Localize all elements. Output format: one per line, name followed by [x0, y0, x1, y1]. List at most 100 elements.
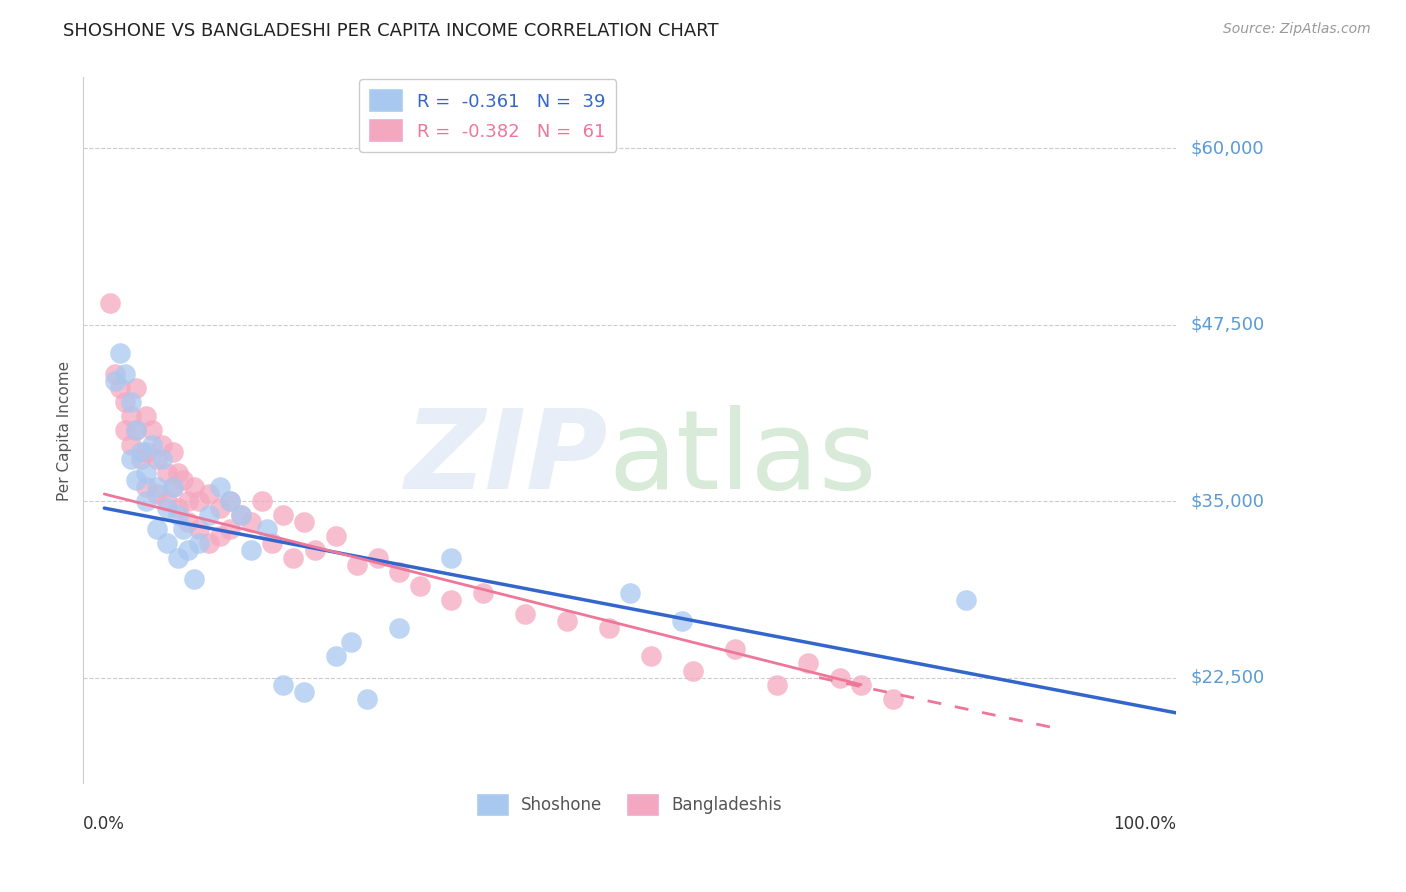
Point — [882, 691, 904, 706]
Point — [146, 480, 169, 494]
Point — [325, 649, 347, 664]
Point — [346, 558, 368, 572]
Point — [271, 678, 294, 692]
Point — [187, 536, 209, 550]
Point — [619, 586, 641, 600]
Point — [797, 657, 820, 671]
Point — [125, 381, 148, 395]
Text: $60,000: $60,000 — [1191, 139, 1264, 157]
Point — [135, 480, 157, 494]
Point — [141, 437, 163, 451]
Point — [183, 572, 205, 586]
Point — [198, 487, 221, 501]
Point — [208, 529, 231, 543]
Text: 0.0%: 0.0% — [83, 815, 125, 833]
Point — [283, 550, 305, 565]
Point — [98, 296, 121, 310]
Point — [229, 508, 252, 523]
Point — [125, 473, 148, 487]
Point — [198, 508, 221, 523]
Point — [250, 494, 273, 508]
Point — [849, 678, 872, 692]
Point — [120, 395, 142, 409]
Point — [513, 607, 536, 621]
Point — [671, 614, 693, 628]
Point — [146, 487, 169, 501]
Point — [156, 494, 179, 508]
Point — [271, 508, 294, 523]
Point — [162, 480, 184, 494]
Point — [167, 501, 190, 516]
Point — [387, 565, 409, 579]
Point — [146, 522, 169, 536]
Point — [440, 550, 463, 565]
Point — [219, 494, 242, 508]
Point — [125, 424, 148, 438]
Point — [208, 480, 231, 494]
Point — [135, 409, 157, 424]
Point — [120, 409, 142, 424]
Point — [187, 522, 209, 536]
Point — [125, 424, 148, 438]
Point — [156, 501, 179, 516]
Point — [471, 586, 494, 600]
Point — [724, 642, 747, 657]
Point — [108, 346, 131, 360]
Point — [156, 536, 179, 550]
Text: $35,000: $35,000 — [1191, 492, 1264, 510]
Point — [167, 550, 190, 565]
Point — [766, 678, 789, 692]
Point — [156, 466, 179, 480]
Point — [555, 614, 578, 628]
Point — [367, 550, 389, 565]
Point — [135, 444, 157, 458]
Point — [141, 424, 163, 438]
Point — [187, 494, 209, 508]
Point — [162, 444, 184, 458]
Point — [167, 466, 190, 480]
Point — [387, 621, 409, 635]
Point — [150, 437, 173, 451]
Point — [240, 515, 263, 529]
Point — [304, 543, 326, 558]
Point — [955, 593, 977, 607]
Legend: Shoshone, Bangladeshis: Shoshone, Bangladeshis — [468, 785, 792, 824]
Point — [114, 367, 136, 381]
Text: SHOSHONE VS BANGLADESHI PER CAPITA INCOME CORRELATION CHART: SHOSHONE VS BANGLADESHI PER CAPITA INCOM… — [63, 22, 718, 40]
Point — [177, 543, 200, 558]
Point — [229, 508, 252, 523]
Text: 100.0%: 100.0% — [1114, 815, 1177, 833]
Point — [219, 522, 242, 536]
Point — [198, 536, 221, 550]
Text: atlas: atlas — [607, 405, 876, 512]
Point — [129, 444, 152, 458]
Point — [167, 508, 190, 523]
Point — [256, 522, 278, 536]
Point — [682, 664, 704, 678]
Point — [135, 466, 157, 480]
Text: Source: ZipAtlas.com: Source: ZipAtlas.com — [1223, 22, 1371, 37]
Point — [120, 451, 142, 466]
Point — [292, 684, 315, 698]
Point — [104, 367, 127, 381]
Point — [325, 529, 347, 543]
Point — [172, 473, 194, 487]
Point — [183, 480, 205, 494]
Point — [104, 374, 127, 388]
Point — [162, 480, 184, 494]
Point — [828, 671, 851, 685]
Text: $22,500: $22,500 — [1191, 669, 1264, 687]
Point — [114, 424, 136, 438]
Point — [135, 494, 157, 508]
Y-axis label: Per Capita Income: Per Capita Income — [58, 360, 72, 500]
Point — [108, 381, 131, 395]
Point — [292, 515, 315, 529]
Point — [262, 536, 284, 550]
Point — [146, 451, 169, 466]
Point — [440, 593, 463, 607]
Point — [172, 522, 194, 536]
Point — [208, 501, 231, 516]
Point — [408, 579, 430, 593]
Point — [598, 621, 620, 635]
Point — [120, 437, 142, 451]
